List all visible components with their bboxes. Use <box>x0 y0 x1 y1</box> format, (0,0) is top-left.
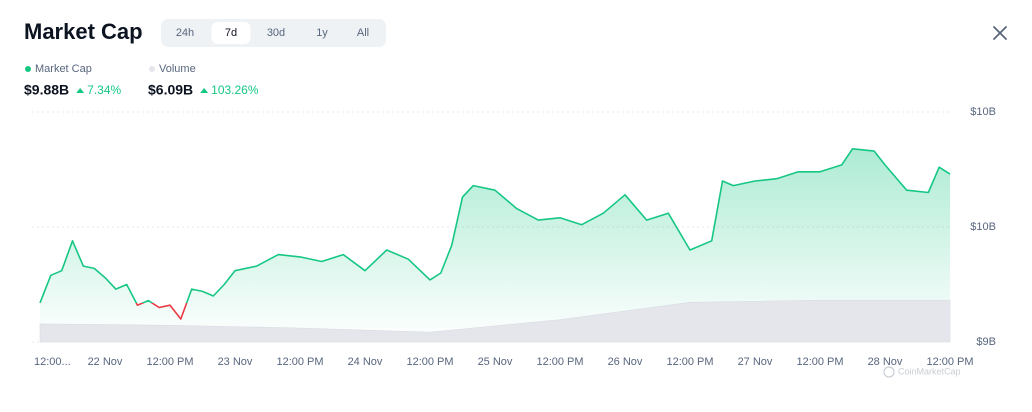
legend-label: Volume <box>159 63 196 75</box>
x-tick-label: 12:00 PM <box>666 356 713 368</box>
price-line <box>39 148 951 320</box>
watermark: CoinMarketCap <box>898 366 961 376</box>
y-tick-label: $10B <box>970 221 996 233</box>
tab[interactable]: All <box>357 27 369 39</box>
x-tick-label: 12:00 PM <box>406 356 453 368</box>
tab[interactable]: 7d <box>225 27 237 39</box>
x-tick-label: 12:00 PM <box>796 356 843 368</box>
x-tick-label: 12:00 PM <box>926 356 973 368</box>
tab[interactable]: 24h <box>176 27 194 39</box>
y-tick-label: $10B <box>970 106 996 118</box>
area-fill <box>40 148 950 342</box>
summary-change: 103.26% <box>211 83 259 97</box>
legend-label: Market Cap <box>35 63 92 75</box>
y-tick-label: $9B <box>976 336 996 348</box>
x-tick-label: 12:00 PM <box>536 356 583 368</box>
tab[interactable]: 1y <box>316 27 328 39</box>
watermark-logo <box>883 366 895 378</box>
summary-change: 7.34% <box>87 83 121 97</box>
summary-value: $9.88B <box>24 82 69 98</box>
x-tick-label: 23 Nov <box>218 356 253 368</box>
x-tick-label: 22 Nov <box>88 356 123 368</box>
active-tab <box>211 22 251 44</box>
x-tick-label: 28 Nov <box>868 356 903 368</box>
up-arrow <box>76 88 85 93</box>
up-arrow <box>200 88 209 93</box>
chart-title: Market Cap <box>24 19 143 44</box>
x-tick-label: 25 Nov <box>478 356 513 368</box>
close-button[interactable] <box>993 26 1007 40</box>
x-tick-label: 27 Nov <box>738 356 773 368</box>
legend-dot <box>25 66 31 72</box>
x-tick-label: 26 Nov <box>608 356 643 368</box>
x-tick-label: 12:00 PM <box>146 356 193 368</box>
x-tick-label: 12:00... <box>34 356 71 368</box>
summary-value: $6.09B <box>148 82 193 98</box>
x-tick-label: 12:00 PM <box>276 356 323 368</box>
x-tick-label: 24 Nov <box>348 356 383 368</box>
legend-dot <box>149 66 155 72</box>
tab[interactable]: 30d <box>267 27 285 39</box>
volume-area <box>39 299 951 343</box>
